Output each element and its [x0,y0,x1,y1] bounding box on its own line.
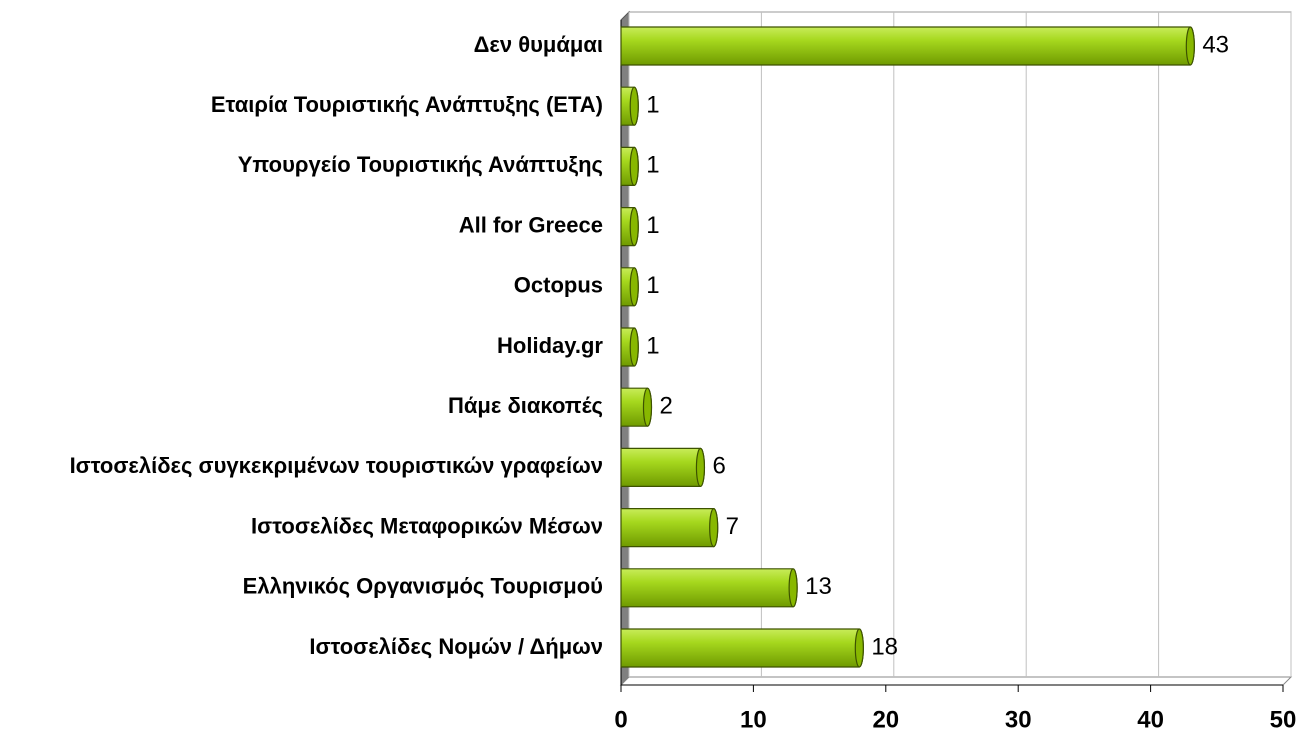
bar-cap [709,507,719,548]
category-label: Ιστοσελίδες Μεταφορικών Μέσων [251,513,603,538]
x-tick-label: 50 [1270,706,1297,733]
bar [620,447,706,487]
value-label: 43 [1202,31,1229,58]
category-label: Υπουργείο Τουριστικής Ανάπτυξης [238,152,603,177]
bar [620,568,798,608]
bar [620,508,719,548]
bar-cap [629,327,639,367]
category-label: Ελληνικός Οργανισμός Τουρισμού [243,574,603,599]
x-tick-label: 0 [614,706,627,733]
category-label: Holiday.gr [497,333,603,358]
value-label: 7 [726,513,739,540]
bar [620,26,1195,66]
bar-cap [629,146,639,186]
category-label: Εταιρία Τουριστικής Ανάπτυξης (ΕΤΑ) [211,92,603,117]
category-label: Ιστοσελίδες συγκεκριμένων τουριστικών γρ… [70,453,603,478]
category-label: Ιστοσελίδες Νομών / Δήμων [309,634,603,659]
bar-cap [629,267,639,307]
value-label: 6 [712,453,725,480]
value-label: 1 [646,272,659,299]
x-tick-label: 30 [1005,706,1032,733]
bar-cap [629,207,639,247]
value-label: 18 [871,633,898,660]
floor [619,676,1293,686]
bar-cap [642,387,653,427]
category-label: Δεν θυμάμαι [474,32,603,57]
category-label: Octopus [514,273,603,298]
x-tick-label: 40 [1137,706,1164,733]
value-label: 1 [646,332,659,359]
value-label: 1 [646,212,659,239]
value-label: 2 [659,393,672,420]
bar-cap [1185,26,1195,66]
bar [620,628,864,668]
category-label: Πάμε διακοπές [448,393,603,418]
bar-cap [695,447,706,487]
bar-cap [629,86,639,126]
value-label: 1 [646,92,659,119]
x-tick-label: 10 [740,706,767,733]
category-label: All for Greece [459,212,603,237]
x-tick-label: 20 [872,706,899,733]
bar-cap [788,568,798,608]
bar-cap [854,628,864,668]
value-label: 13 [805,573,832,600]
value-label: 1 [646,152,659,179]
